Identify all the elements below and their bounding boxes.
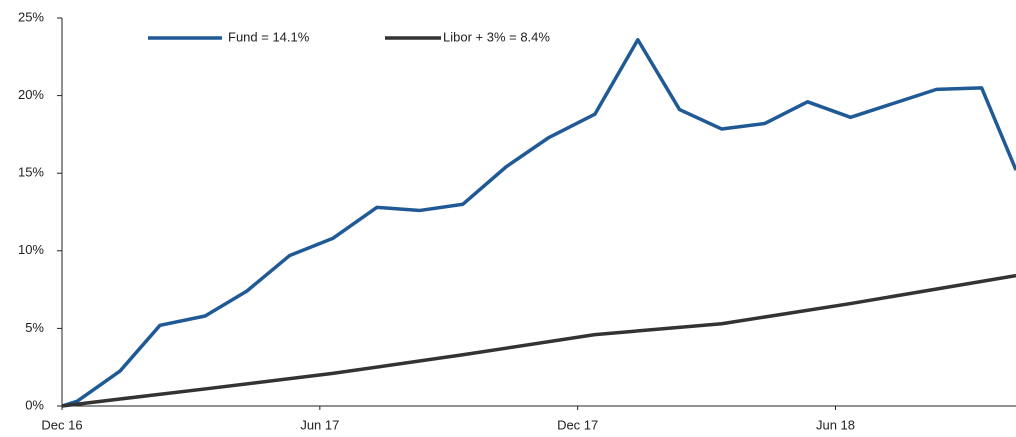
- y-tick-label: 15%: [18, 165, 44, 180]
- x-tick-label: Dec 16: [41, 417, 82, 432]
- legend-label: Fund = 14.1%: [228, 29, 310, 44]
- y-tick-label: 25%: [18, 9, 44, 24]
- y-tick-label: 20%: [18, 87, 44, 102]
- legend-label: Libor + 3% = 8.4%: [443, 29, 550, 44]
- y-tick-label: 10%: [18, 242, 44, 257]
- x-tick-label: Jun 18: [816, 417, 855, 432]
- x-tick-label: Dec 17: [557, 417, 598, 432]
- y-tick-label: 5%: [25, 320, 44, 335]
- series-line: [61, 37, 1016, 408]
- y-tick-label: 0%: [25, 397, 44, 412]
- series-line: [61, 273, 1016, 408]
- x-tick-label: Jun 17: [300, 417, 339, 432]
